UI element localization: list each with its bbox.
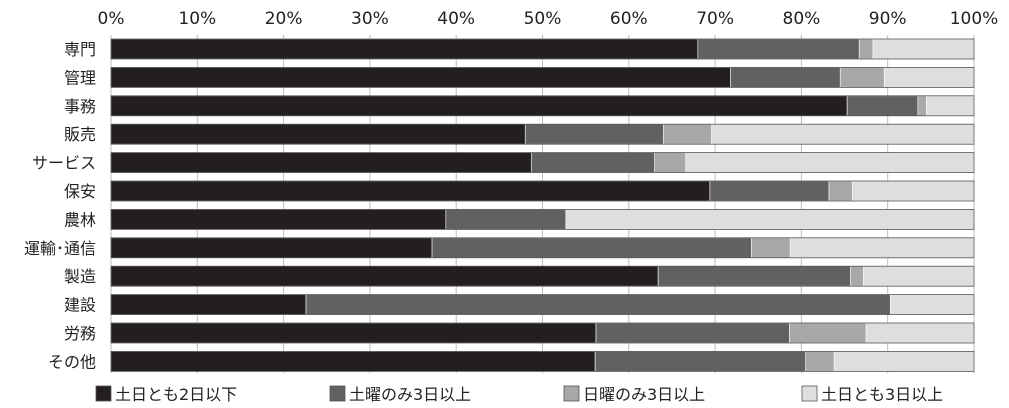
bar-segment-3 [805,351,835,372]
legend-label: 土日とも3日以上 [821,385,943,404]
bar-outline [110,123,975,145]
bar-segment-3 [663,123,712,145]
bar-segment-1 [110,209,447,230]
bar-segment-4 [833,351,975,372]
x-axis-ticks: 0% 10% 20% 30% 40% 50% 60% 70% 80% 90% 100% [98,9,999,29]
bar-segment-2 [697,38,860,60]
bar-segment-3 [858,38,874,60]
bar-segment-2 [431,237,752,259]
x-tick-label: 50% [524,9,562,29]
x-tick-label: 90% [869,9,907,29]
bar-segment-3 [654,152,687,173]
bar-outline [110,38,975,60]
bar-segment-4 [863,265,975,287]
bar-outline [110,350,975,372]
legend: 土日とも2日以下 土曜のみ3日以上 日曜のみ3日以上 土日とも3日以上 [95,385,943,404]
x-tick-label: 80% [783,9,821,29]
bar-segment-1 [110,351,596,372]
bar-segment-4 [565,209,975,230]
bar-outline [110,208,975,230]
legend-label: 土日とも2日以下 [115,385,237,404]
category-label: 管理 [64,68,96,87]
bar-segment-4 [685,152,975,173]
bar-segment-1 [110,152,532,173]
bar-segment-1 [110,67,731,88]
bar-segment-3 [751,237,791,259]
category-label: 労務 [64,324,96,343]
bar-segment-1 [110,237,433,259]
bar-segment-1 [110,95,848,117]
bar-segment-1 [110,38,699,60]
bar-segment-4 [852,180,975,202]
bar-outline [110,152,975,174]
category-label: 専門 [64,40,96,59]
bar-segment-1 [110,265,659,287]
gridlines [110,35,975,374]
bar-segment-2 [595,322,790,344]
category-label: 建設 [64,296,96,315]
bar-segment-4 [889,294,975,315]
legend-label: 土曜のみ3日以上 [349,385,471,404]
bar-segment-3 [850,265,864,287]
bar-segment-2 [846,95,919,117]
bar-segment-2 [524,123,664,145]
bar-outline [110,95,975,117]
legend-swatch [329,385,346,402]
bar-segment-4 [865,322,975,344]
bar-segment-4 [926,95,975,117]
bar-segment-3 [839,67,885,88]
bar-outline [110,67,975,88]
legend-swatch [801,385,818,402]
x-tick-label: 0% [98,9,125,29]
category-label: 運輸･通信 [24,239,96,258]
bar-segment-3 [828,180,853,202]
category-label: 事務 [64,97,96,116]
bar-segment-2 [709,180,830,202]
bar-segment-2 [730,67,841,88]
x-tick-label: 100% [950,9,999,29]
legend-label: 日曜のみ3日以上 [583,385,705,404]
category-label: 販売 [64,125,96,144]
legend-swatch [563,385,580,402]
x-tick-label: 30% [351,9,389,29]
bar-segment-3 [789,322,867,344]
bar-outline [110,322,975,344]
category-label: 製造 [64,267,96,286]
category-label: その他 [48,352,96,371]
x-tick-label: 40% [437,9,475,29]
bar-segment-4 [883,67,975,88]
bar-segment-1 [110,123,526,145]
x-tick-label: 20% [265,9,303,29]
x-tick-label: 70% [696,9,734,29]
bar-segment-2 [445,209,567,230]
bar-segment-2 [657,265,851,287]
bar-outline [110,265,975,287]
bar-segment-2 [594,351,807,372]
legend-swatch [95,385,112,402]
bar-segment-2 [305,294,891,315]
bar-outline [110,180,975,202]
bar-segment-4 [711,123,975,145]
bar-outline [110,294,975,316]
bar-segments [110,38,975,372]
category-label: サービス [32,154,96,173]
x-tick-label: 10% [178,9,216,29]
bar-outline [110,237,975,259]
x-tick-label: 60% [610,9,648,29]
bar-segment-3 [917,95,927,117]
bar-segment-1 [110,180,711,202]
bar-segment-4 [872,38,975,60]
bar-segment-1 [110,322,597,344]
bar-segment-1 [110,294,307,315]
bar-segment-2 [530,152,655,173]
category-label: 保安 [64,182,96,201]
category-label: 農林 [64,210,96,229]
bar-segment-4 [789,237,975,259]
